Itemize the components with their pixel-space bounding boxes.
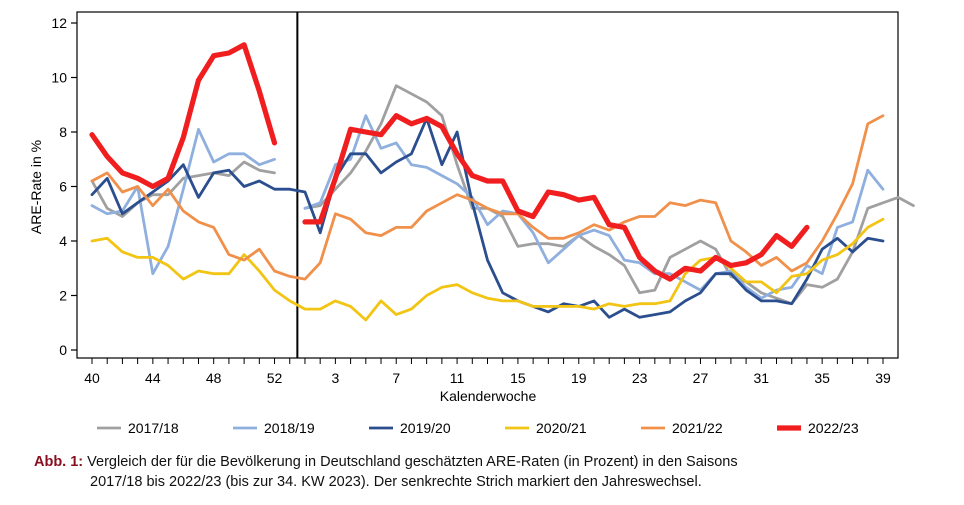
y-tick-label: 8 [59,124,67,140]
legend: 2017/18 2018/19 2019/20 2020/21 2021/22 2022/… [97,420,859,436]
legend-label-2017-18: 2017/18 [128,420,179,436]
y-tick-label: 4 [59,233,67,249]
x-tick-label: 3 [331,370,339,386]
figure-caption: Abb. 1: Vergleich der für die Bevölkerun… [34,452,934,492]
x-tick-label: 11 [450,370,465,386]
legend-label-2021-22: 2021/22 [672,420,723,436]
series-line-2017-18 [90,84,915,306]
y-axis-title: ARE-Rate in % [28,140,44,234]
y-tick-label: 6 [59,179,67,195]
x-tick-label: 39 [875,370,891,386]
x-tick-label: 44 [145,370,161,386]
y-tick-label: 0 [59,342,67,358]
y-tick-label: 12 [51,15,67,31]
series-lines [89,42,915,322]
x-axis-title: Kalenderwoche [440,388,537,404]
x-tick-label: 15 [510,370,526,386]
x-tick-label: 23 [632,370,648,386]
are-rate-chart: 0 2 4 6 8 10 12 40 44 48 52 3 7 11 15 19 23 27 31 35 39 ARE-… [28,11,915,436]
legend-label-2018-19: 2018/19 [264,420,315,436]
x-tick-label: 19 [571,370,587,386]
x-tick-label: 7 [392,370,400,386]
caption-label: Abb. 1: [34,454,84,470]
series-line-2020-21 [90,217,885,322]
x-tick-label: 52 [267,370,283,386]
x-tick-label: 35 [814,370,830,386]
plot-frame [76,11,899,359]
series-line-2022-23 [89,42,810,282]
caption-line-2: 2017/18 bis 2022/23 (bis zur 34. KW 2023… [90,474,702,490]
series-line-2019-20 [90,117,885,319]
y-tick-label: 10 [51,70,67,86]
y-tick-label: 2 [59,288,67,304]
caption-line-1: Vergleich der für die Bevölkerung in Deu… [87,454,738,470]
legend-label-2020-21: 2020/21 [536,420,587,436]
x-tick-label: 27 [693,370,709,386]
x-tick-label: 40 [84,370,100,386]
x-tick-label: 31 [754,370,770,386]
x-tick-label: 48 [206,370,222,386]
axes: 0 2 4 6 8 10 12 40 44 48 52 3 7 11 15 19 23 27 31 35 39 [51,11,899,386]
legend-label-2022-23: 2022/23 [808,420,859,436]
series-line-2021-22 [90,114,885,281]
legend-label-2019-20: 2019/20 [400,420,451,436]
